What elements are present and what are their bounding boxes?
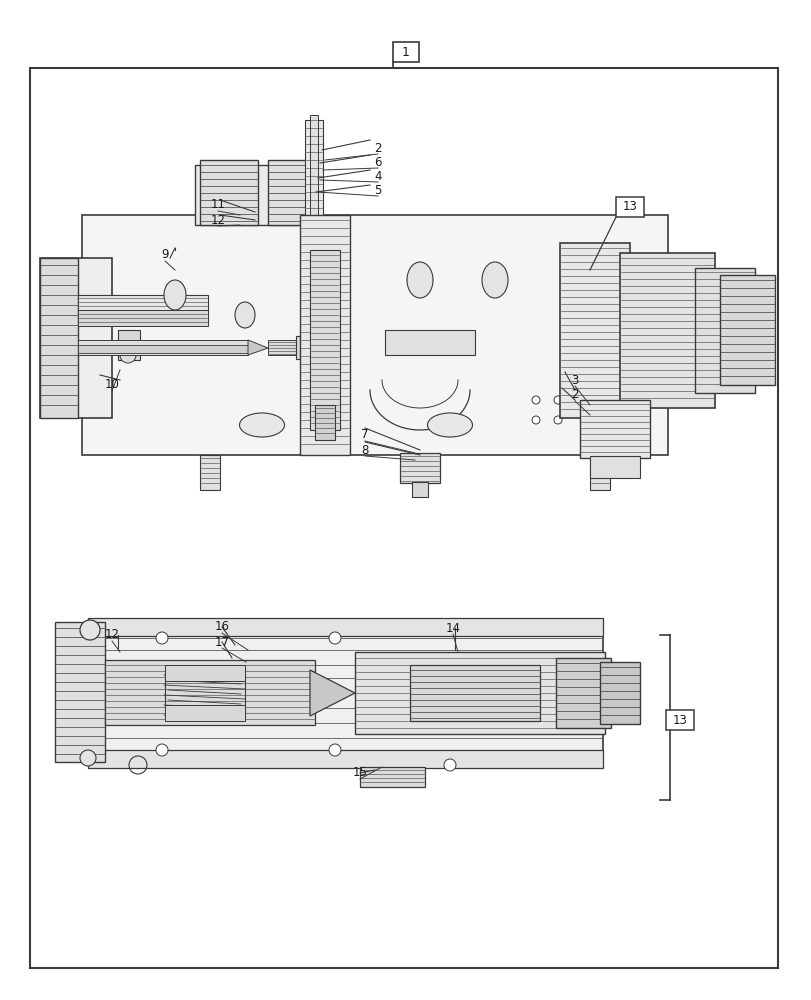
Bar — [200, 160, 258, 225]
Bar — [296, 336, 314, 359]
Ellipse shape — [427, 413, 472, 437]
Text: 1: 1 — [401, 45, 410, 58]
Bar — [88, 618, 603, 636]
Bar — [665, 710, 693, 730]
Bar — [118, 330, 139, 360]
Ellipse shape — [444, 759, 456, 771]
Bar — [299, 215, 350, 455]
Text: 8: 8 — [361, 444, 368, 456]
Text: 5: 5 — [374, 184, 381, 196]
Bar — [560, 243, 629, 418]
Bar — [411, 482, 427, 497]
Bar — [310, 250, 340, 430]
Bar — [78, 295, 208, 325]
Bar — [78, 310, 208, 326]
Bar — [268, 340, 298, 355]
Bar — [310, 115, 318, 215]
Ellipse shape — [482, 262, 508, 298]
Ellipse shape — [531, 416, 539, 424]
Ellipse shape — [120, 347, 135, 363]
Bar — [82, 215, 667, 455]
Bar — [590, 455, 609, 490]
Text: 7: 7 — [361, 428, 368, 442]
Text: 2: 2 — [571, 388, 578, 401]
Ellipse shape — [156, 632, 168, 644]
Bar — [165, 665, 245, 681]
Text: 3: 3 — [571, 373, 578, 386]
Text: 13: 13 — [672, 714, 687, 726]
Bar — [200, 455, 220, 490]
Bar — [55, 622, 105, 762]
Bar — [40, 258, 112, 418]
Bar — [694, 268, 754, 393]
Ellipse shape — [80, 750, 96, 766]
Bar — [105, 660, 315, 725]
Polygon shape — [310, 670, 354, 716]
Bar — [305, 120, 323, 220]
Ellipse shape — [156, 744, 168, 756]
Ellipse shape — [328, 744, 341, 756]
Bar — [315, 405, 335, 440]
Bar — [384, 330, 474, 355]
Ellipse shape — [553, 416, 561, 424]
Text: 4: 4 — [374, 169, 381, 182]
Bar — [719, 275, 774, 385]
Bar — [165, 668, 245, 718]
Ellipse shape — [234, 302, 255, 328]
Bar — [393, 42, 418, 62]
Text: 12: 12 — [105, 629, 119, 642]
Text: 16: 16 — [214, 620, 230, 634]
Text: 11: 11 — [210, 198, 225, 212]
Ellipse shape — [80, 620, 100, 640]
Bar — [616, 197, 643, 217]
Bar — [40, 258, 78, 418]
Ellipse shape — [531, 396, 539, 404]
Bar — [165, 705, 245, 721]
Bar — [88, 750, 603, 768]
Text: 15: 15 — [352, 766, 367, 780]
Text: 9: 9 — [161, 248, 169, 261]
Bar — [78, 340, 247, 355]
Text: 13: 13 — [622, 200, 637, 214]
Bar — [556, 658, 610, 728]
Text: 17: 17 — [214, 636, 230, 648]
Bar — [579, 400, 649, 458]
Ellipse shape — [553, 396, 561, 404]
Bar — [590, 456, 639, 478]
Bar — [620, 253, 714, 408]
Bar — [354, 652, 604, 734]
Text: 14: 14 — [445, 621, 460, 635]
Ellipse shape — [164, 280, 186, 310]
Polygon shape — [247, 340, 268, 355]
Text: 12: 12 — [210, 214, 225, 227]
Ellipse shape — [328, 632, 341, 644]
Ellipse shape — [406, 262, 432, 298]
Text: 10: 10 — [105, 378, 119, 391]
Text: 6: 6 — [374, 155, 381, 168]
Bar — [78, 345, 247, 353]
Bar — [359, 767, 424, 787]
Ellipse shape — [239, 413, 284, 437]
Bar — [88, 628, 603, 758]
Bar — [400, 453, 440, 483]
Bar — [410, 665, 539, 721]
Text: 2: 2 — [374, 141, 381, 154]
Bar — [195, 165, 315, 225]
Bar — [268, 160, 318, 225]
Bar — [599, 662, 639, 724]
